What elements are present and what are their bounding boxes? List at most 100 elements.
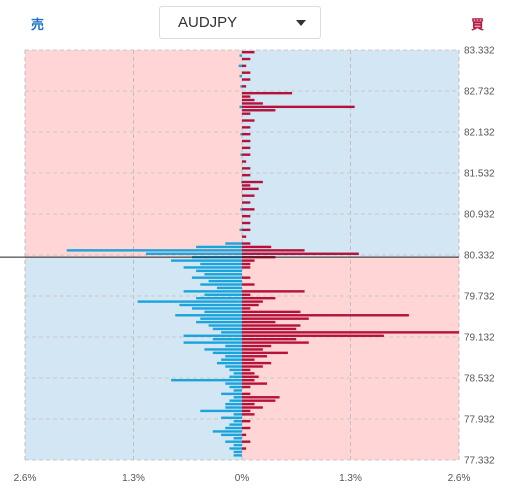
buy-bar: [242, 300, 263, 303]
buy-bar: [242, 50, 255, 54]
sell-bar: [196, 296, 242, 300]
sell-bar: [233, 437, 242, 440]
buy-bar: [242, 348, 263, 351]
sell-bar: [233, 413, 242, 416]
sell-bar: [229, 399, 242, 402]
x-tick-label: 2.6%: [14, 473, 37, 484]
sell-bar: [240, 132, 242, 136]
buy-bar: [242, 413, 255, 416]
sell-bar: [183, 266, 242, 269]
chevron-down-icon: [296, 20, 306, 26]
buy-bar: [242, 64, 247, 68]
sell-bar: [200, 317, 242, 320]
buy-bar: [242, 392, 251, 396]
sell-bar: [179, 303, 242, 307]
sell-bar: [204, 348, 242, 351]
sell-bar: [200, 283, 242, 286]
y-tick-label: 81.532: [464, 169, 495, 180]
buy-bar: [242, 276, 251, 279]
buy-bar: [242, 447, 247, 450]
buy-bar: [242, 303, 259, 307]
buy-bar: [242, 184, 251, 187]
buy-bar: [242, 109, 276, 112]
buy-bar: [242, 85, 247, 88]
sell-bar: [216, 286, 242, 290]
sell-bar: [241, 180, 242, 184]
sell-bar: [229, 385, 242, 389]
buy-bar: [242, 105, 355, 109]
y-tick-label: 83.332: [464, 46, 495, 57]
buy-bar: [242, 293, 251, 296]
buy-bar: [242, 382, 268, 385]
y-tick-label: 79.732: [464, 292, 495, 303]
buy-bar: [242, 355, 268, 358]
buy-bar: [242, 372, 255, 375]
buy-bar: [242, 419, 251, 423]
buy-bar: [242, 331, 459, 334]
sell-bar: [171, 259, 242, 262]
buy-bar: [242, 341, 309, 344]
sell-bar: [229, 447, 242, 450]
sell-bar: [221, 416, 242, 419]
buy-bar: [242, 95, 251, 98]
sell-bar: [191, 276, 242, 279]
buy-bar: [242, 167, 251, 170]
buy-bar: [242, 153, 251, 156]
buy-bar: [242, 228, 251, 232]
buy-bar: [242, 102, 263, 105]
sell-bar: [196, 245, 242, 249]
sell-bar: [171, 378, 242, 382]
y-tick-label: 80.332: [464, 251, 495, 262]
sell-bar: [212, 337, 242, 341]
sell-bar: [196, 269, 242, 273]
buy-bar: [242, 433, 247, 437]
sell-bar: [225, 402, 242, 406]
sell-bar: [233, 389, 242, 392]
buy-bar: [242, 290, 305, 293]
sell-bar: [240, 208, 242, 211]
buy-bar: [242, 310, 301, 314]
buy-bar: [242, 194, 255, 197]
buy-bar: [242, 259, 255, 262]
buy-bar: [242, 283, 255, 286]
buy-bar: [242, 221, 251, 225]
buy-bar: [242, 242, 251, 245]
buy-bar: [242, 406, 263, 409]
sell-bar: [183, 290, 242, 293]
buy-bar: [242, 187, 259, 191]
buy-bar: [242, 426, 251, 430]
sell-bar: [225, 440, 242, 443]
sell-bar: [229, 375, 242, 378]
sell-bar: [175, 314, 242, 317]
buy-bar: [242, 351, 288, 355]
buy-bar: [242, 385, 251, 389]
buy-bar: [242, 112, 251, 115]
sell-bar: [233, 450, 242, 454]
buy-bar: [242, 327, 297, 331]
buy-bar: [242, 91, 293, 95]
sell-bar: [212, 327, 242, 331]
sell-bar: [225, 426, 242, 430]
buy-bar: [242, 358, 255, 361]
buy-bar: [242, 252, 359, 255]
sell-bar: [208, 279, 242, 283]
sell-bar: [225, 355, 242, 358]
y-tick-label: 77.932: [464, 415, 495, 426]
buy-bar: [242, 409, 251, 413]
y-tick-label: 82.132: [464, 128, 495, 139]
buy-bar: [242, 245, 272, 249]
buy-bar: [242, 180, 263, 184]
buy-bar: [242, 214, 251, 218]
sell-bar: [238, 64, 242, 68]
buy-bar: [242, 378, 255, 382]
sell-bar: [240, 153, 242, 156]
sell-bar: [212, 430, 242, 433]
buy-bar: [242, 262, 251, 266]
buy-bar: [242, 98, 255, 102]
sell-bar: [239, 228, 242, 232]
sell-bar: [221, 433, 242, 437]
sell-bar: [208, 324, 242, 327]
sell-bar: [225, 382, 242, 385]
currency-pair-selector[interactable]: AUDJPY: [159, 6, 321, 39]
